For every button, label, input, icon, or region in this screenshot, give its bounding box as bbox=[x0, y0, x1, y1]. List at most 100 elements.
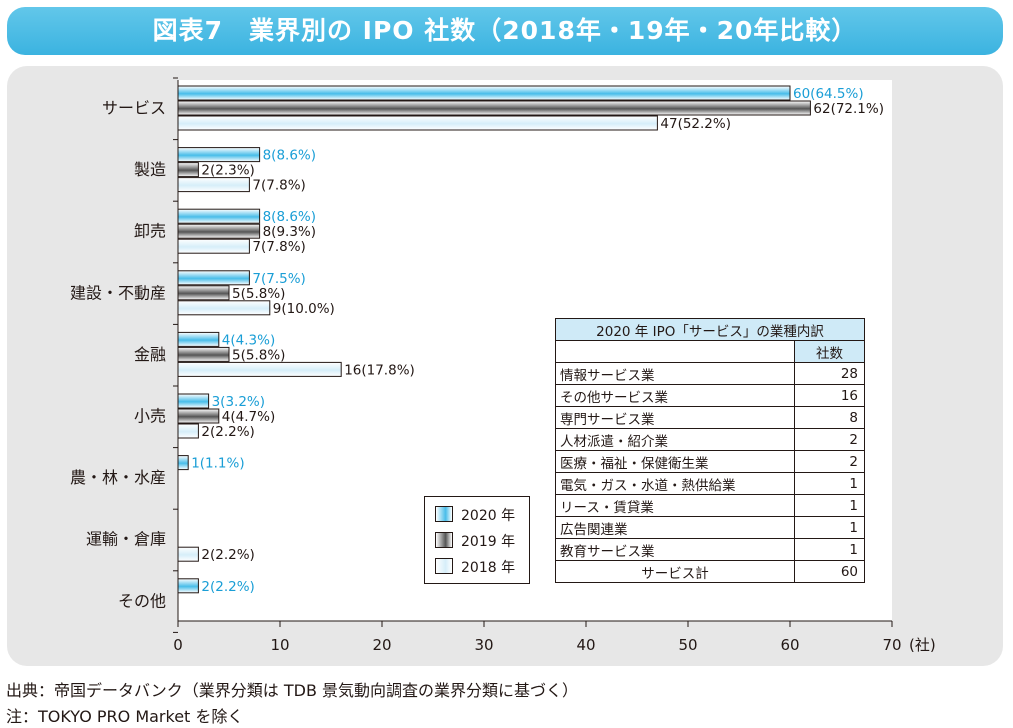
breakdown-blank-header bbox=[555, 340, 795, 363]
bar-2020 bbox=[177, 331, 220, 347]
chart-title-banner: 図表7 業界別の IPO 社数（2018年・19年・20年比較） bbox=[7, 7, 1003, 55]
bar-2020 bbox=[177, 85, 791, 101]
breakdown-row-count: 16 bbox=[794, 384, 865, 407]
bar-2019 bbox=[177, 162, 199, 178]
breakdown-table-title: 2020 年 IPO「サービス」の業種内訳 bbox=[555, 318, 865, 341]
data-label-2020: 7(7.5%) bbox=[252, 271, 305, 287]
bar-2018 bbox=[177, 300, 271, 316]
legend-swatch-2019 bbox=[435, 532, 453, 548]
breakdown-row-count: 1 bbox=[794, 472, 865, 495]
x-tick-label: 10 bbox=[270, 636, 289, 654]
legend-swatch-2018 bbox=[435, 558, 453, 574]
breakdown-row-count: 1 bbox=[794, 538, 865, 561]
x-tick-label: 60 bbox=[780, 636, 799, 654]
breakdown-row: 医療・福祉・保健衛生業 2 bbox=[555, 450, 865, 473]
x-tick-label: 70 bbox=[882, 636, 901, 654]
breakdown-row-label: 教育サービス業 bbox=[555, 538, 795, 561]
data-label-2019: 5(5.8%) bbox=[232, 286, 285, 302]
breakdown-row-count: 2 bbox=[794, 450, 865, 473]
breakdown-total-count: 60 bbox=[794, 560, 865, 583]
bar-2020 bbox=[177, 455, 189, 471]
category-label: その他 bbox=[118, 591, 166, 610]
category-label: 農・林・水産 bbox=[70, 468, 166, 487]
data-label-2020: 60(64.5%) bbox=[793, 86, 864, 102]
breakdown-row-label: 専門サービス業 bbox=[555, 406, 795, 429]
data-label-2020: 8(8.6%) bbox=[263, 148, 316, 164]
breakdown-row: 教育サービス業 1 bbox=[555, 538, 865, 561]
data-label-2019: 4(4.7%) bbox=[222, 409, 275, 425]
data-label-2019: 2(2.3%) bbox=[201, 163, 254, 179]
bar-2020 bbox=[177, 208, 261, 224]
breakdown-row: 広告関連業 1 bbox=[555, 516, 865, 539]
data-label-2020: 8(8.6%) bbox=[263, 209, 316, 225]
data-label-2020: 2(2.2%) bbox=[201, 579, 254, 595]
breakdown-row: その他サービス業 16 bbox=[555, 384, 865, 407]
breakdown-row-count: 1 bbox=[794, 494, 865, 517]
category-label: 製造 bbox=[134, 160, 166, 179]
service-breakdown-table: 2020 年 IPO「サービス」の業種内訳 社数 情報サービス業 28 その他サービ… bbox=[555, 318, 865, 583]
breakdown-row-label: 医療・福祉・保健衛生業 bbox=[555, 450, 795, 473]
x-tick-label: 0 bbox=[173, 636, 183, 654]
category-label: サービス bbox=[102, 99, 166, 118]
breakdown-row-label: 情報サービス業 bbox=[555, 362, 795, 385]
category-label: 卸売 bbox=[134, 222, 166, 241]
legend-swatch-2020 bbox=[435, 506, 453, 522]
breakdown-row-count: 28 bbox=[794, 362, 865, 385]
breakdown-row-label: 広告関連業 bbox=[555, 516, 795, 539]
data-label-2018: 47(52.2%) bbox=[660, 116, 731, 132]
breakdown-row-label: 電気・ガス・水道・熱供給業 bbox=[555, 472, 795, 495]
x-tick-label: 40 bbox=[576, 636, 595, 654]
bar-2018 bbox=[177, 546, 199, 562]
legend-label-2018: 2018 年 bbox=[461, 560, 516, 576]
x-tick-label: 30 bbox=[474, 636, 493, 654]
bar-2018 bbox=[177, 423, 199, 439]
bar-2020 bbox=[177, 393, 210, 409]
breakdown-row-count: 2 bbox=[794, 428, 865, 451]
breakdown-row: 情報サービス業 28 bbox=[555, 362, 865, 385]
breakdown-row: リース・賃貸業 1 bbox=[555, 494, 865, 517]
data-label-2019: 62(72.1%) bbox=[813, 101, 884, 117]
chart-legend: 2020 年 2019 年 2018 年 bbox=[424, 496, 530, 584]
category-label: 金融 bbox=[134, 345, 166, 364]
bar-2019 bbox=[177, 346, 230, 362]
data-label-2020: 4(4.3%) bbox=[222, 332, 275, 348]
category-label: 小売 bbox=[134, 407, 166, 426]
breakdown-row-count: 1 bbox=[794, 516, 865, 539]
data-label-2018: 7(7.8%) bbox=[252, 178, 305, 194]
breakdown-row: 専門サービス業 8 bbox=[555, 406, 865, 429]
data-label-2020: 1(1.1%) bbox=[191, 456, 244, 472]
data-label-2018: 2(2.2%) bbox=[201, 424, 254, 440]
breakdown-row-label: リース・賃貸業 bbox=[555, 494, 795, 517]
category-label: 建設・不動産 bbox=[70, 283, 166, 302]
legend-label-2020: 2020 年 bbox=[461, 508, 516, 524]
legend-label-2019: 2019 年 bbox=[461, 534, 516, 550]
category-label: 運輸・倉庫 bbox=[86, 530, 166, 549]
bar-2018 bbox=[177, 115, 658, 131]
data-label-2019: 5(5.8%) bbox=[232, 347, 285, 363]
data-label-2020: 3(3.2%) bbox=[212, 394, 265, 410]
bar-2019 bbox=[177, 285, 230, 301]
x-axis-unit: (社) bbox=[909, 636, 936, 654]
bar-2019 bbox=[177, 408, 220, 424]
breakdown-count-header: 社数 bbox=[794, 340, 865, 363]
data-label-2019: 8(9.3%) bbox=[263, 224, 316, 240]
bar-2020 bbox=[177, 578, 199, 594]
data-label-2018: 7(7.8%) bbox=[252, 239, 305, 255]
bar-2018 bbox=[177, 361, 342, 377]
breakdown-row-label: その他サービス業 bbox=[555, 384, 795, 407]
data-label-2018: 2(2.2%) bbox=[201, 547, 254, 563]
breakdown-row-count: 8 bbox=[794, 406, 865, 429]
breakdown-row: 人材派遣・紹介業 2 bbox=[555, 428, 865, 451]
source-note: 出典：帝国データバンク（業界分類は TDB 景気動向調査の業界分類に基づく） bbox=[6, 681, 579, 700]
x-tick-label: 20 bbox=[372, 636, 391, 654]
bar-2018 bbox=[177, 238, 250, 254]
breakdown-row-label: 人材派遣・紹介業 bbox=[555, 428, 795, 451]
bar-2020 bbox=[177, 270, 250, 286]
exclusion-note: 注：TOKYO PRO Market を除く bbox=[6, 707, 244, 726]
x-tick-label: 50 bbox=[678, 636, 697, 654]
breakdown-row: 電気・ガス・水道・熱供給業 1 bbox=[555, 472, 865, 495]
bar-2018 bbox=[177, 177, 250, 193]
data-label-2018: 9(10.0%) bbox=[273, 301, 335, 317]
data-label-2018: 16(17.8%) bbox=[344, 362, 415, 378]
breakdown-total-label: サービス計 bbox=[555, 560, 795, 583]
